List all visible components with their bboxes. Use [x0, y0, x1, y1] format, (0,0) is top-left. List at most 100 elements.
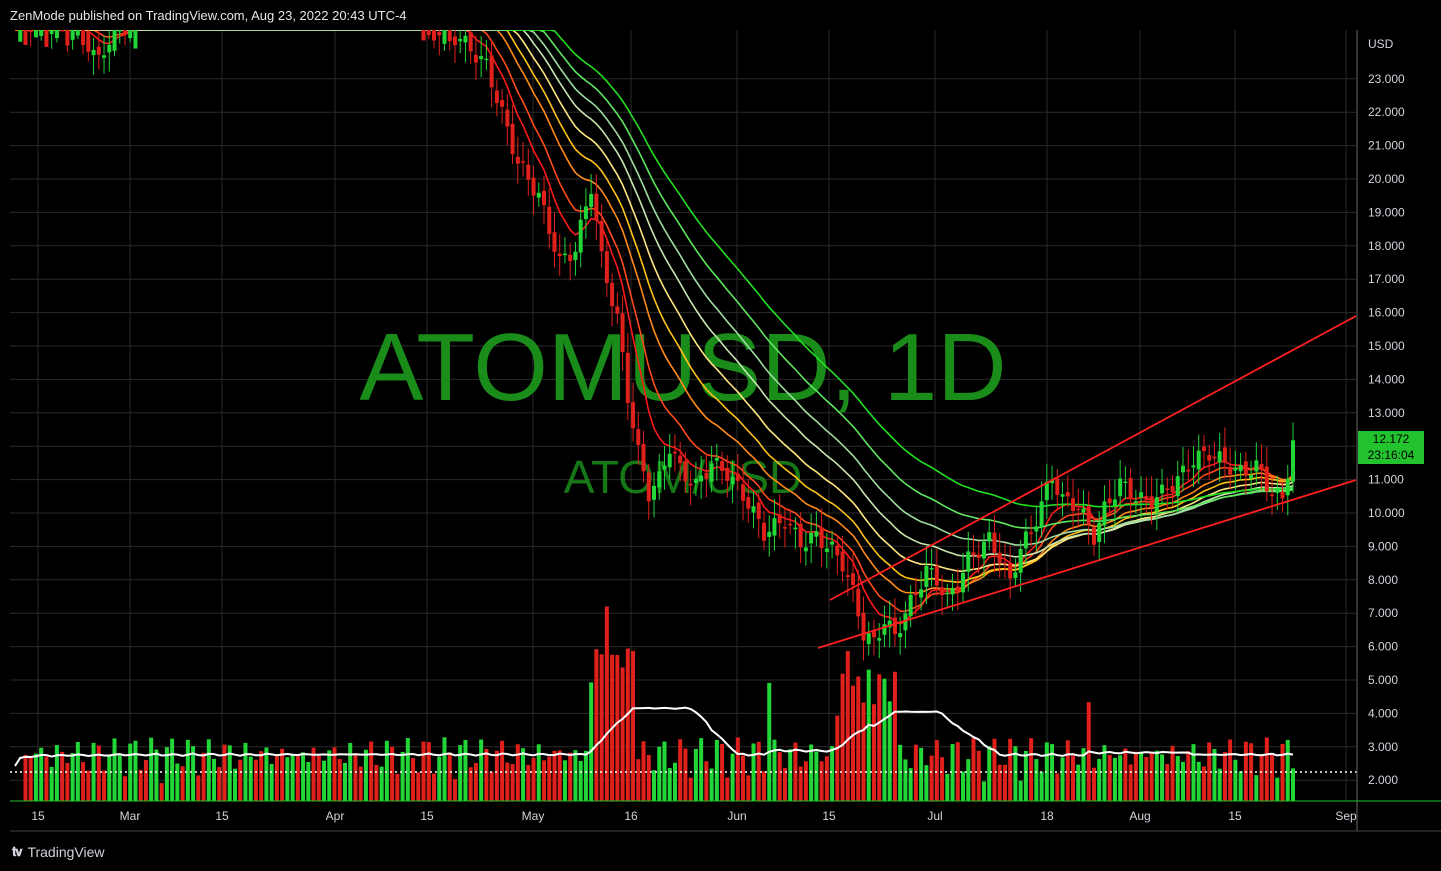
time-tick-label: May: [522, 809, 545, 823]
volume-bar: [871, 704, 876, 801]
volume-bar: [1212, 748, 1217, 801]
candle: [767, 531, 772, 537]
volume-bar: [940, 757, 945, 801]
volume-bar: [306, 762, 311, 801]
candle: [28, 30, 33, 33]
candle: [23, 30, 28, 45]
brand-label: TradingView: [27, 844, 105, 860]
time-tick-label: Mar: [120, 809, 141, 823]
volume-bar: [1291, 768, 1295, 801]
volume-bar: [1002, 764, 1007, 801]
candle: [75, 30, 80, 36]
volume-bar: [1091, 767, 1096, 801]
volume-bar: [133, 740, 138, 801]
volume-bar: [1228, 739, 1233, 801]
volume-bar: [1285, 739, 1290, 801]
upper-trendline[interactable]: [829, 315, 1357, 601]
volume-bar: [112, 738, 117, 801]
volume-bar: [824, 756, 829, 801]
volume-bar: [562, 760, 567, 801]
candle: [1044, 481, 1049, 501]
candle: [1039, 501, 1044, 528]
volume-bar: [714, 739, 719, 801]
volume-bar: [856, 676, 861, 801]
candle: [777, 514, 782, 524]
candle: [521, 161, 526, 163]
volume-bar: [1023, 750, 1028, 801]
candle: [1050, 479, 1055, 484]
volume-bar: [919, 747, 924, 801]
volume-bar: [1222, 752, 1227, 801]
volume-bar: [552, 750, 557, 801]
volume-bar: [384, 740, 389, 801]
volume-bar: [1170, 745, 1175, 801]
volume-bar: [28, 757, 33, 801]
lower-trendline[interactable]: [817, 479, 1357, 649]
candle: [1196, 450, 1201, 470]
candle: [1212, 456, 1217, 459]
volume-bar: [741, 755, 746, 801]
candle: [845, 575, 850, 578]
candle: [65, 30, 70, 46]
volume-bar: [81, 762, 86, 801]
candle: [856, 588, 861, 617]
candle: [971, 552, 976, 556]
volume-bar: [1175, 755, 1180, 801]
volume-bar: [1233, 759, 1238, 801]
candle: [122, 30, 127, 34]
candle: [1023, 531, 1028, 549]
volume-bar: [604, 606, 609, 801]
volume-bar: [835, 715, 840, 801]
volume-bars: [23, 606, 1295, 801]
candle: [1222, 447, 1227, 463]
candle: [44, 30, 49, 47]
volume-bar: [274, 754, 279, 801]
price-tick-label: 8.000: [1368, 573, 1398, 587]
footer: 𝐭𝐯 TradingView: [0, 832, 1441, 871]
volume-bar: [1071, 755, 1076, 801]
symbol-watermark: ATOMUSD, 1D ATOM/USD: [359, 314, 1006, 503]
volume-bar: [39, 747, 44, 801]
volume-bar: [149, 737, 154, 801]
candle: [940, 587, 945, 596]
volume-bar: [788, 749, 793, 801]
volume-ma-path: [14, 706, 1294, 767]
time-tick-label: 15: [822, 809, 836, 823]
candle: [898, 633, 903, 638]
volume-bar: [1018, 780, 1023, 801]
volume-bar: [494, 750, 499, 801]
volume-bar: [1259, 755, 1264, 801]
candle: [426, 30, 431, 36]
candle: [102, 55, 107, 58]
candle: [877, 638, 882, 641]
candle: [662, 465, 667, 470]
volume-bar: [882, 678, 887, 801]
volume-bar: [803, 761, 808, 801]
volume-bar: [363, 749, 368, 801]
volume-bar: [798, 766, 803, 801]
candle: [1207, 454, 1212, 461]
volume-bar: [631, 651, 636, 801]
volume-bar: [1264, 737, 1269, 801]
candle: [741, 484, 746, 501]
tradingview-brand[interactable]: 𝐭𝐯 TradingView: [12, 844, 105, 860]
trendlines[interactable]: [817, 315, 1357, 649]
candle: [562, 253, 567, 256]
candle: [814, 531, 819, 537]
candle: [1238, 465, 1243, 472]
price-tick-label: 16.000: [1368, 306, 1405, 320]
candle: [1270, 494, 1275, 497]
volume-bar: [86, 770, 91, 801]
volume-bar: [60, 751, 65, 801]
candle: [1154, 497, 1159, 512]
candle: [945, 592, 950, 595]
volume-bar: [641, 741, 646, 801]
volume-bar: [463, 739, 468, 801]
volume-bar: [1050, 744, 1055, 801]
candle: [1076, 508, 1081, 511]
volume-bar: [327, 750, 332, 801]
price-tick-label: 15.000: [1368, 339, 1405, 353]
candle: [809, 532, 814, 544]
candle: [70, 30, 75, 40]
